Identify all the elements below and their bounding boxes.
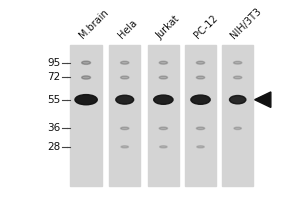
Ellipse shape — [196, 76, 205, 79]
Ellipse shape — [160, 146, 167, 148]
Text: 28: 28 — [48, 142, 61, 152]
Ellipse shape — [121, 146, 128, 148]
Text: 95: 95 — [48, 58, 61, 68]
Text: Hela: Hela — [116, 18, 139, 41]
Ellipse shape — [121, 127, 129, 130]
Ellipse shape — [191, 95, 210, 104]
Bar — [185, 45, 216, 186]
Ellipse shape — [82, 76, 91, 79]
Bar — [70, 45, 102, 186]
Text: 72: 72 — [48, 72, 61, 82]
Ellipse shape — [196, 61, 205, 64]
Text: 36: 36 — [48, 123, 61, 133]
Ellipse shape — [230, 96, 246, 104]
Bar — [109, 45, 140, 186]
Polygon shape — [255, 92, 271, 107]
Text: 55: 55 — [48, 95, 61, 105]
Ellipse shape — [233, 61, 242, 64]
Ellipse shape — [159, 61, 167, 64]
Ellipse shape — [159, 76, 167, 79]
Ellipse shape — [159, 127, 167, 130]
Ellipse shape — [233, 76, 242, 79]
Ellipse shape — [121, 61, 129, 64]
Ellipse shape — [75, 95, 97, 105]
Ellipse shape — [154, 95, 173, 104]
Ellipse shape — [116, 95, 134, 104]
Ellipse shape — [197, 146, 204, 148]
Text: M.brain: M.brain — [77, 7, 111, 41]
Text: PC-12: PC-12 — [192, 13, 219, 41]
Text: NIH/3T3: NIH/3T3 — [229, 6, 264, 41]
Bar — [65, 45, 267, 186]
Ellipse shape — [196, 127, 205, 130]
Ellipse shape — [121, 76, 129, 79]
Bar — [222, 45, 253, 186]
Text: Jurkat: Jurkat — [155, 13, 182, 41]
Ellipse shape — [234, 127, 242, 130]
Bar — [148, 45, 179, 186]
Ellipse shape — [82, 61, 91, 64]
